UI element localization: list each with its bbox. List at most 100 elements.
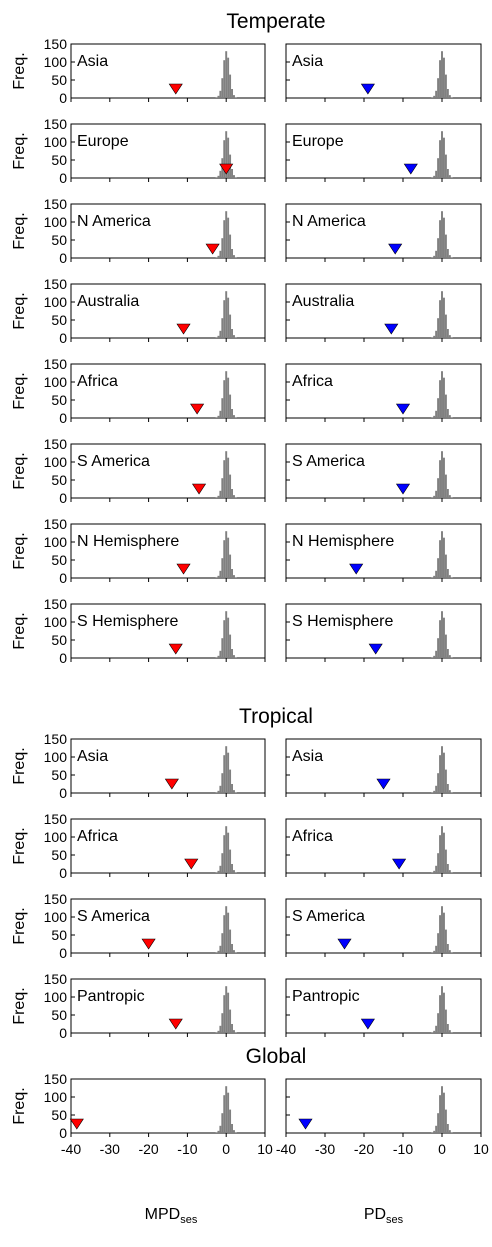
histogram-bar (234, 97, 237, 98)
histogram-bar (435, 90, 438, 98)
histogram-bar (231, 89, 233, 98)
region-label: S Hemisphere (292, 613, 393, 630)
histogram-bar (217, 1130, 220, 1133)
histogram-bar (229, 394, 232, 418)
histogram-bar (221, 478, 224, 498)
y-tick-label: 50 (51, 632, 67, 648)
histogram-bar (444, 554, 447, 578)
histogram-bar (234, 1032, 237, 1033)
y-tick-label: 150 (44, 196, 68, 212)
panel-tropical-s-america-mpd: S America (70, 898, 266, 957)
group-title-temperate: Temperate (226, 10, 325, 33)
histogram-bar (219, 410, 222, 418)
histogram-bar (437, 238, 440, 258)
histogram-bar (435, 865, 438, 873)
histogram-bar (442, 457, 445, 498)
panel-global-all-mpd: -40 -30 -20 -10 0 10 (61, 1078, 273, 1157)
y-axis-label: Freq. (11, 52, 28, 89)
group-title-tropical: Tropical (239, 705, 313, 728)
histogram-bar (234, 177, 237, 178)
region-label: Africa (77, 828, 118, 845)
histogram-bar (442, 992, 445, 1033)
histogram-bar (441, 1086, 443, 1133)
region-label: Africa (292, 828, 333, 845)
histogram-bar (225, 906, 228, 953)
histogram-bar (225, 131, 228, 178)
histogram-bar (435, 945, 438, 953)
histogram-bar (446, 649, 449, 658)
histogram-bar (221, 638, 224, 658)
histogram-bar (234, 257, 237, 258)
histogram-bar (437, 933, 440, 953)
y-tick-label: 150 (44, 731, 68, 747)
histogram-bar (450, 177, 453, 178)
histogram-bar (433, 790, 436, 793)
histogram-bar (442, 912, 445, 953)
histogram-bar (234, 1132, 237, 1133)
histogram-bar (232, 655, 235, 658)
region-label: S America (77, 908, 150, 925)
histogram-bar (431, 1132, 434, 1133)
histogram-bar (431, 497, 434, 498)
histogram-bar (435, 570, 438, 578)
y-tick-label: 0 (59, 785, 67, 801)
histogram-bar (444, 394, 447, 418)
histogram-bar (448, 415, 451, 418)
histogram-bar (217, 870, 220, 873)
x-tick-label: -30 (100, 1141, 120, 1157)
panel-tropical-asia-mpd: Asia (70, 738, 266, 797)
y-tick-label: 100 (44, 1089, 68, 1105)
observed-value-marker (168, 643, 183, 655)
histogram-bar (232, 575, 235, 578)
histogram-bar (227, 617, 230, 658)
histogram-bar (232, 415, 235, 418)
panel-temperate-australia-pd: Australia (285, 283, 482, 342)
histogram-bar (219, 330, 222, 338)
y-tick-label: 100 (44, 614, 68, 630)
histogram-bar (223, 540, 226, 578)
region-label: N Hemisphere (292, 533, 394, 550)
y-tick-label: 150 (44, 36, 68, 52)
histogram-bar (234, 497, 237, 498)
histogram-bar (448, 255, 451, 258)
histogram-bar (448, 575, 451, 578)
histogram-bar (441, 531, 443, 578)
histogram-bar (229, 314, 232, 338)
histogram-bar (435, 490, 438, 498)
histogram-bar (219, 785, 222, 793)
histogram-bar (446, 864, 449, 873)
observed-value-marker (384, 323, 399, 335)
histogram-bar (227, 217, 230, 258)
histogram-bar (450, 792, 453, 793)
histogram-bar (227, 992, 230, 1033)
y-tick-label: 50 (51, 72, 67, 88)
histogram-bar (441, 611, 443, 658)
observed-value-marker (360, 1018, 375, 1030)
histogram-bar (225, 291, 228, 338)
histogram-bar (234, 417, 237, 418)
histogram-bar (229, 929, 232, 953)
y-axis-label: Freq. (11, 612, 28, 649)
histogram-bar (231, 489, 233, 498)
histogram-bar (442, 137, 445, 178)
histogram-bar (234, 792, 237, 793)
histogram-bar (433, 415, 436, 418)
observed-value-marker (395, 483, 411, 495)
histogram-bar (223, 1095, 226, 1133)
histogram-bar (229, 849, 232, 873)
panel-frame (70, 203, 266, 259)
y-tick-label: 100 (44, 909, 68, 925)
y-tick-label: 100 (44, 534, 68, 550)
histogram-bar (229, 474, 232, 498)
histogram-bar (232, 1130, 235, 1133)
histogram-bar (450, 417, 453, 418)
histogram-bar (231, 649, 233, 658)
histogram-bar (219, 570, 222, 578)
histogram-bar (448, 950, 451, 953)
y-axis-label: Freq. (11, 292, 28, 329)
histogram-bar (433, 175, 436, 178)
observed-value-marker (388, 243, 403, 255)
histogram-bar (227, 457, 230, 498)
histogram-bar (221, 853, 224, 873)
y-tick-label: 0 (59, 865, 67, 881)
